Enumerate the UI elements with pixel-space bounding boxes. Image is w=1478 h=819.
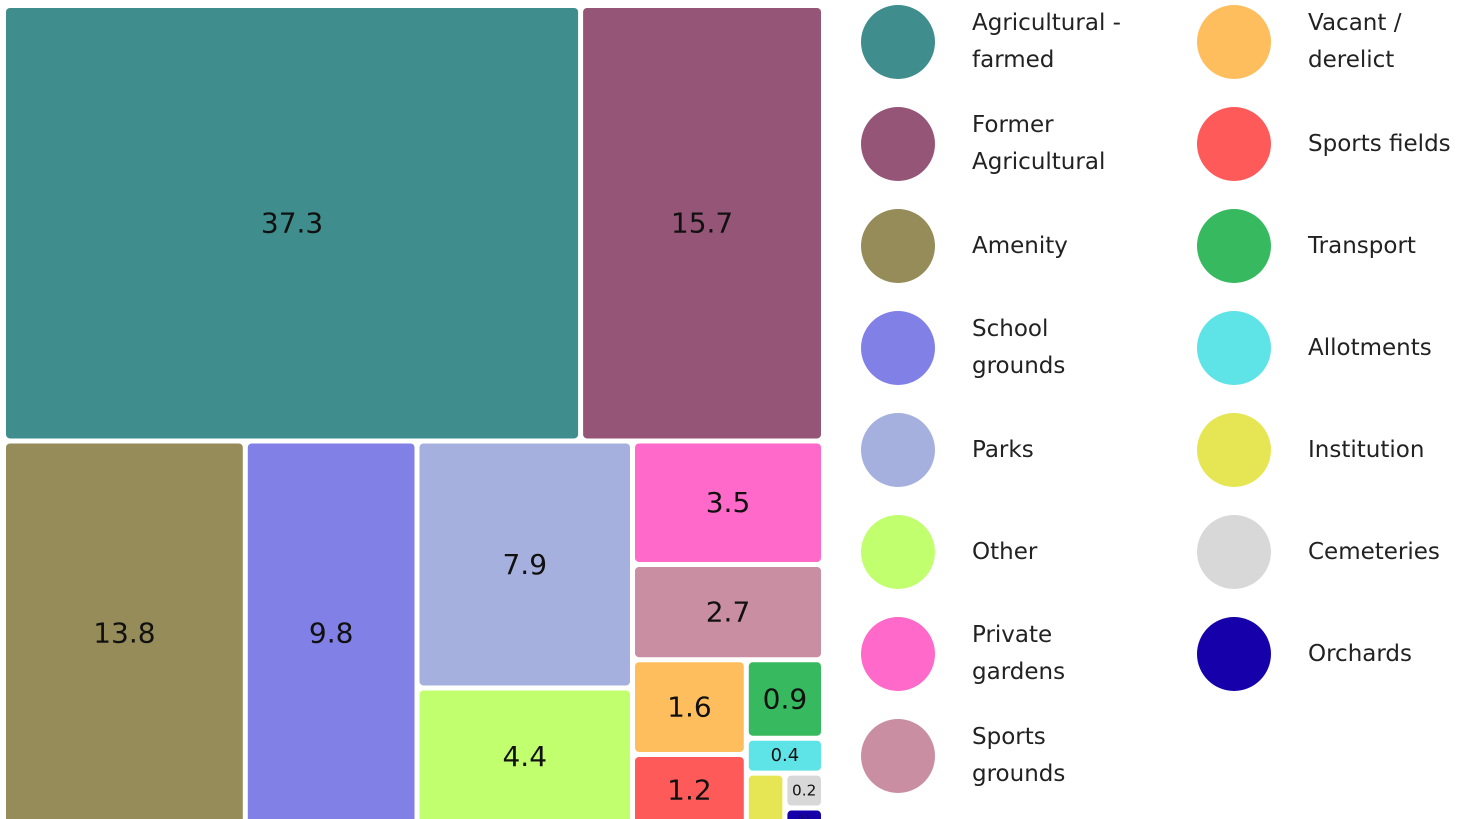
legend-item: Parks [861, 413, 1140, 487]
legend-swatch [861, 311, 935, 385]
legend-swatch [1197, 107, 1271, 181]
legend-label: School grounds [972, 316, 1066, 379]
legend-label: Orchards [1308, 640, 1413, 667]
tile-label: 0.2 [792, 782, 816, 800]
legend-swatch [1197, 617, 1271, 691]
tile [748, 662, 821, 736]
tile [787, 810, 821, 819]
legend-item: School grounds [861, 311, 1140, 385]
legend-item: Private gardens [861, 617, 1140, 691]
legend-label: Sports fields [1308, 130, 1451, 157]
legend-item: Vacant / derelict [1197, 5, 1476, 79]
legend-item: Former Agricultural [861, 107, 1140, 181]
tile [419, 443, 631, 686]
tile-label: 1.6 [667, 691, 712, 724]
tile [247, 443, 415, 819]
tile [419, 690, 631, 819]
legend-item: Amenity [861, 209, 1140, 283]
tile-label: 15.7 [671, 207, 733, 240]
legend-swatch [861, 209, 935, 283]
tile-label: 2.7 [706, 596, 751, 629]
legend-swatch [861, 719, 935, 793]
legend-label: Vacant / derelict [1308, 10, 1402, 73]
legend-label: Private gardens [972, 622, 1066, 685]
tile [635, 443, 821, 562]
legend-label: Parks [972, 436, 1034, 463]
tile [635, 566, 821, 658]
tile-label: 1.2 [667, 773, 712, 806]
legend-item: Sports fields [1197, 107, 1476, 181]
legend-swatch [1197, 515, 1271, 589]
legend-label: Transport [1308, 232, 1416, 259]
legend-label: Allotments [1308, 334, 1432, 361]
legend-label: Cemeteries [1308, 538, 1440, 565]
legend-label: Sports grounds [972, 724, 1066, 787]
treemap: 37.3 15.7 13.8 9.8 7.9 4.4 3.5 2.7 1.6 1.2 0.9 0.4 0… [6, 8, 821, 819]
tile-label: 13.8 [93, 617, 155, 650]
tile-label: 37.3 [261, 207, 323, 240]
legend-item: Transport [1197, 209, 1476, 283]
tile-label: 4.4 [502, 740, 547, 773]
legend-item: Institution [1197, 413, 1476, 487]
legend-swatch [861, 617, 935, 691]
legend-label: Institution [1308, 436, 1425, 463]
tile-label: 0.9 [763, 682, 808, 715]
legend-item: Cemeteries [1197, 515, 1476, 589]
tile-label: 3.5 [706, 486, 751, 519]
tile-label: 9.8 [309, 617, 354, 650]
legend-item: Other [861, 515, 1140, 589]
tile [583, 8, 821, 439]
tile [6, 443, 243, 819]
legend-swatch [861, 107, 935, 181]
tile-label: 7.9 [502, 548, 547, 581]
tile [748, 740, 821, 771]
legend-swatch [1197, 209, 1271, 283]
legend-swatch [1197, 413, 1271, 487]
legend-swatch [861, 413, 935, 487]
legend-swatch [1197, 5, 1271, 79]
legend-swatch [861, 515, 935, 589]
tile [635, 662, 744, 752]
legend-swatch [1197, 311, 1271, 385]
legend-label: Former Agricultural [972, 112, 1106, 175]
legend-item: Agricultural - farmed [861, 5, 1140, 79]
legend-swatch [861, 5, 935, 79]
tile-label: 0.4 [771, 745, 800, 766]
legend-item: Allotments [1197, 311, 1476, 385]
tile [748, 775, 783, 819]
legend-label: Other [972, 538, 1038, 565]
legend-item: Sports grounds [861, 719, 1140, 793]
legend-label: Amenity [972, 232, 1068, 259]
tile [6, 8, 579, 439]
tile [787, 775, 821, 806]
tile [635, 756, 744, 819]
tile-label: 0.1 [798, 812, 810, 819]
legend-label: Agricultural - farmed [972, 10, 1121, 73]
legend-item: Orchards [1197, 617, 1476, 691]
